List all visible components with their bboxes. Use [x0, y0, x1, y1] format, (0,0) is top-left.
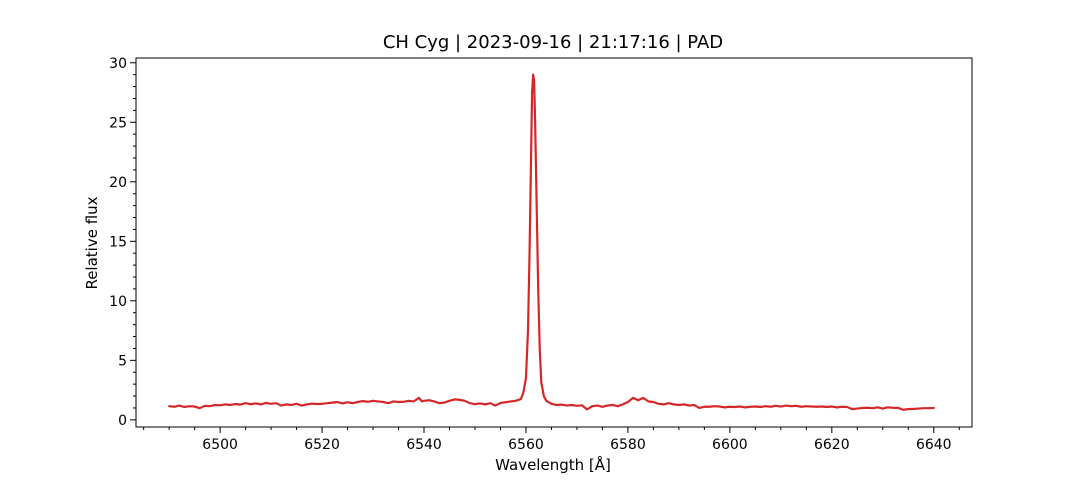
y-tick-label: 25: [109, 115, 127, 131]
y-tick-label: 10: [109, 294, 127, 310]
x-tick-label: 6560: [508, 437, 544, 453]
y-tick-label: 5: [118, 353, 127, 369]
series-line: [168, 73, 935, 411]
x-tick-label: 6620: [814, 437, 850, 453]
x-tick-label: 6580: [610, 437, 646, 453]
y-axis-label: Relative flux: [83, 196, 101, 289]
y-tick-label: 20: [109, 175, 127, 191]
minor-ticks: [133, 74, 960, 430]
x-tick-label: 6600: [712, 437, 748, 453]
plot-area-frame: [135, 57, 973, 428]
major-ticks: [130, 62, 935, 433]
x-tick-label: 6540: [406, 437, 442, 453]
x-tick-label: 6500: [202, 437, 238, 453]
chart-title: CH Cyg | 2023-09-16 | 21:17:16 | PAD: [383, 32, 723, 53]
x-tick-label: 6640: [916, 437, 952, 453]
y-tick-label: 0: [118, 413, 127, 429]
x-tick-label: 6520: [304, 437, 340, 453]
y-tick-labels: 0 5 10 15 20 25 30: [109, 56, 127, 429]
y-tick-label: 15: [109, 234, 127, 250]
y-tick-label: 30: [109, 56, 127, 72]
series-layer: [168, 73, 935, 411]
x-tick-labels: 6500 6520 6540 6560 6580 6600 6620 6640: [202, 437, 951, 453]
x-axis-label: Wavelength [Å]: [495, 455, 611, 474]
